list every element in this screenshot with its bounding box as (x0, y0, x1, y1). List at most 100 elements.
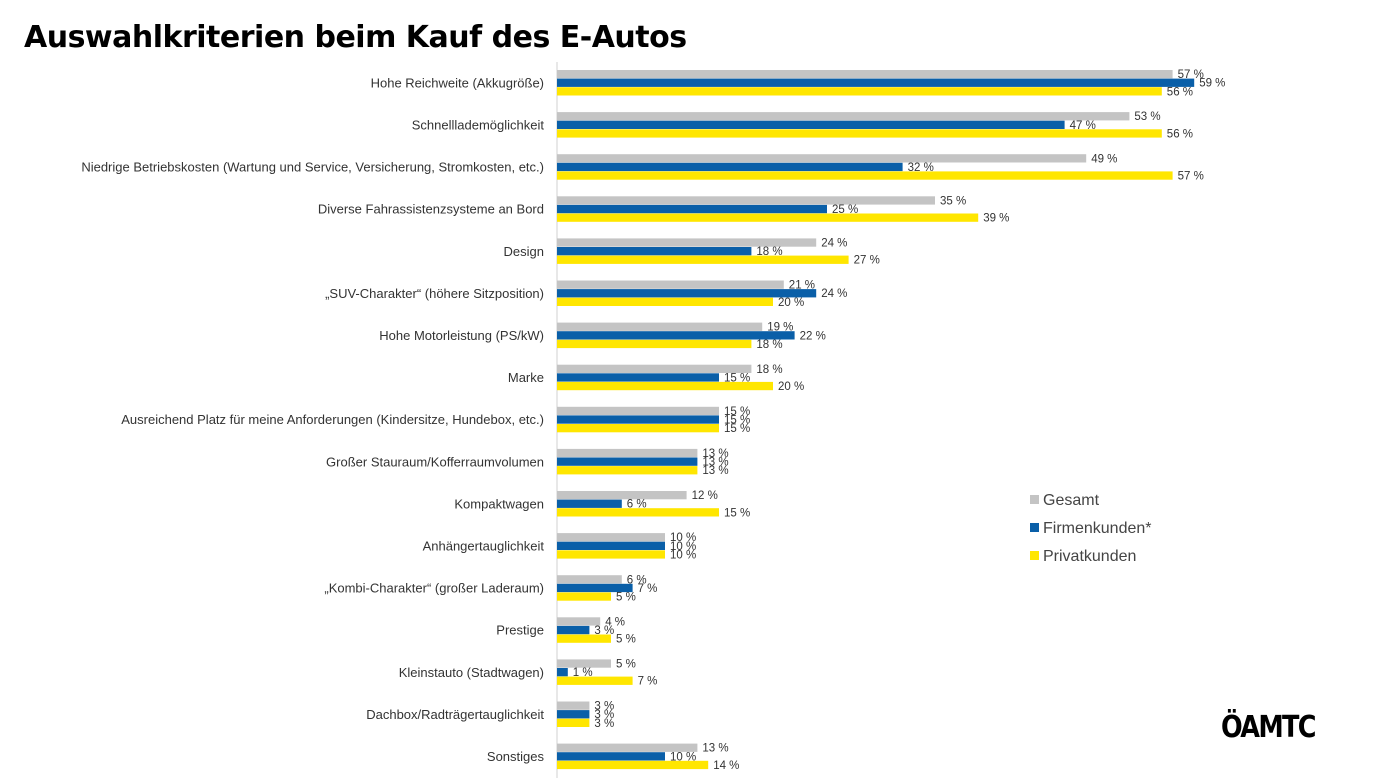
bar-firmenkunden (557, 120, 1065, 129)
bar-firmenkunden (557, 415, 719, 424)
data-label: 13 % (702, 743, 728, 755)
data-label: 24 % (821, 238, 847, 250)
legend-swatch (1030, 523, 1039, 532)
bar-gesamt (557, 322, 763, 331)
data-label: 15 % (724, 507, 750, 519)
category-label: Diverse Fahrassistenzsysteme an Bord (318, 202, 544, 217)
bar-privatkunden (557, 508, 719, 517)
bar-privatkunden (557, 424, 719, 433)
data-label: 15 % (724, 372, 750, 384)
legend-label: Gesamt (1043, 492, 1100, 509)
data-label: 7 % (638, 583, 658, 595)
bar-gesamt (557, 491, 687, 500)
bar-firmenkunden (557, 710, 590, 719)
data-label: 39 % (983, 213, 1009, 225)
bar-privatkunden (557, 129, 1162, 138)
bar-gesamt (557, 70, 1173, 79)
data-label: 5 % (616, 592, 636, 604)
data-label: 27 % (854, 255, 880, 267)
category-label: „Kombi-Charakter“ (großer Laderaum) (324, 581, 544, 596)
data-label: 47 % (1070, 120, 1096, 132)
category-label: Großer Stauraum/Kofferraumvolumen (326, 454, 544, 469)
category-label: Dachbox/Radträgertauglichkeit (366, 707, 544, 722)
data-label: 32 % (908, 162, 934, 174)
bar-firmenkunden (557, 247, 752, 256)
bar-firmenkunden (557, 583, 633, 593)
bar-gesamt (557, 364, 752, 373)
category-label: Hohe Reichweite (Akkugröße) (371, 75, 544, 90)
bar-firmenkunden (557, 752, 665, 761)
data-label: 7 % (638, 676, 658, 688)
data-label: 18 % (756, 246, 782, 258)
bar-gesamt (557, 238, 817, 247)
bar-privatkunden (557, 339, 752, 349)
category-label: „SUV-Charakter“ (höhere Sitzposition) (325, 286, 544, 301)
data-label: 18 % (756, 339, 782, 351)
bar-firmenkunden (557, 457, 698, 466)
data-label: 10 % (670, 549, 696, 561)
bar-gesamt (557, 743, 698, 752)
category-label: Schnelllademöglichkeit (412, 118, 545, 133)
bar-gesamt (557, 659, 611, 668)
bar-firmenkunden (557, 331, 795, 340)
data-label: 15 % (724, 415, 750, 427)
bar-gesamt (557, 575, 622, 584)
data-label: 10 % (670, 751, 696, 763)
bar-privatkunden (557, 592, 611, 601)
data-label: 19 % (767, 322, 793, 334)
data-label: 49 % (1091, 153, 1117, 165)
bar-gesamt (557, 406, 719, 416)
category-label: Design (504, 244, 544, 259)
bar-privatkunden (557, 213, 979, 222)
category-label: Ausreichend Platz für meine Anforderunge… (121, 412, 544, 427)
data-label: 4 % (605, 616, 625, 628)
legend-label: Privatkunden (1043, 548, 1136, 565)
bar-privatkunden (557, 550, 665, 559)
category-label: Anhängertauglichkeit (423, 539, 545, 554)
data-label: 6 % (627, 574, 647, 586)
category-label: Sonstiges (487, 749, 545, 764)
bar-firmenkunden (557, 204, 827, 214)
bar-privatkunden (557, 760, 709, 770)
bar-privatkunden (557, 676, 633, 685)
data-label: 14 % (713, 760, 739, 772)
data-label: 3 % (594, 701, 614, 713)
legend-swatch (1030, 551, 1039, 560)
bar-privatkunden (557, 718, 590, 727)
data-label: 1 % (573, 667, 593, 679)
bar-privatkunden (557, 255, 849, 264)
category-label: Kompaktwagen (454, 496, 544, 511)
data-label: 57 % (1178, 69, 1204, 81)
bar-firmenkunden (557, 541, 665, 550)
data-label: 53 % (1134, 111, 1160, 123)
bar-gesamt (557, 280, 784, 289)
bar-gesamt (557, 617, 601, 626)
bar-gesamt (557, 112, 1130, 121)
data-label: 13 % (702, 457, 728, 469)
data-label: 13 % (702, 448, 728, 460)
bar-privatkunden (557, 171, 1173, 180)
data-label: 10 % (670, 541, 696, 553)
legend-swatch (1030, 495, 1039, 504)
bar-firmenkunden (557, 289, 817, 298)
data-label: 56 % (1167, 128, 1193, 140)
bar-firmenkunden (557, 162, 903, 172)
category-label: Marke (508, 370, 544, 385)
data-label: 3 % (594, 718, 614, 730)
data-label: 10 % (670, 532, 696, 544)
category-label: Prestige (496, 623, 544, 638)
data-label: 15 % (724, 406, 750, 418)
bar-privatkunden (557, 297, 773, 306)
bar-privatkunden (557, 381, 773, 391)
bar-firmenkunden (557, 668, 568, 677)
bar-gesamt (557, 196, 935, 205)
bar-gesamt (557, 154, 1087, 163)
bar-privatkunden (557, 87, 1162, 96)
data-label: 13 % (702, 465, 728, 477)
data-label: 20 % (778, 297, 804, 309)
data-label: 24 % (821, 288, 847, 300)
bar-firmenkunden (557, 78, 1195, 87)
data-label: 35 % (940, 195, 966, 207)
data-label: 22 % (800, 330, 826, 342)
